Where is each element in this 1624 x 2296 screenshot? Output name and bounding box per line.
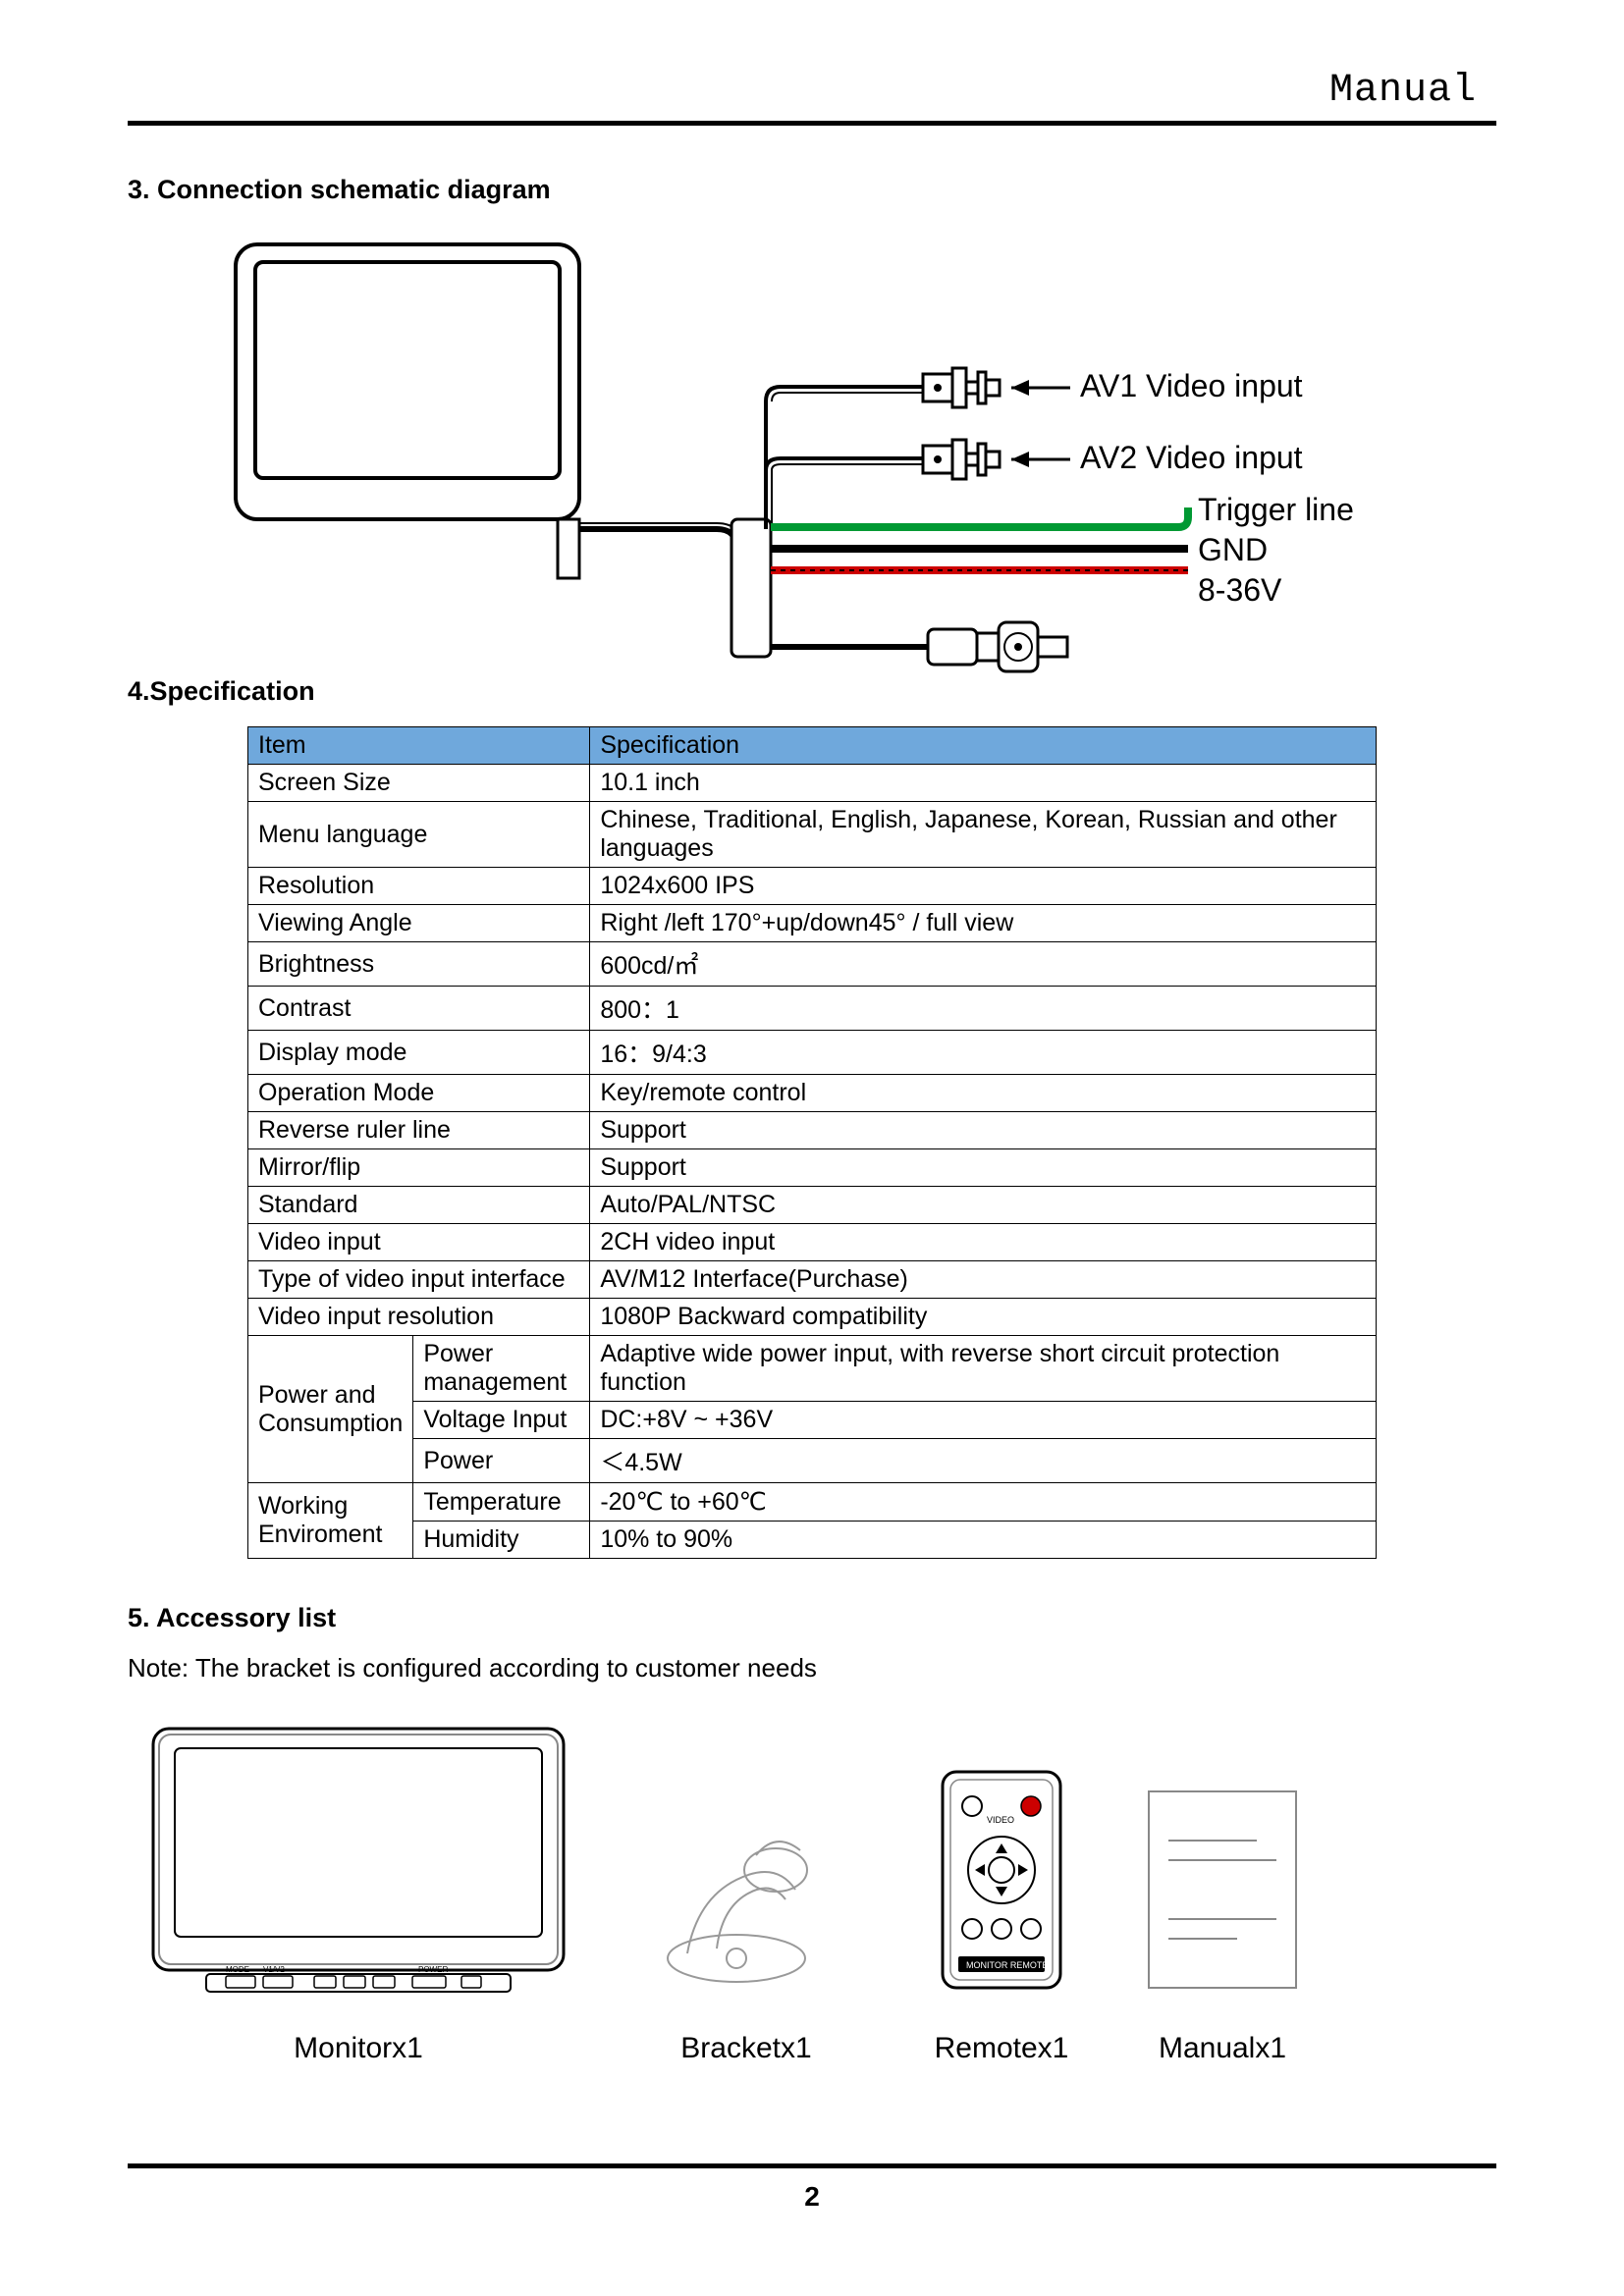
svg-text:V1/V2: V1/V2: [263, 1965, 285, 1974]
remote-icon: VIDEO MONITOR REMOTE: [923, 1762, 1080, 1998]
table-row: Humidity10% to 90%: [248, 1522, 1377, 1559]
monitor-icon: MODE V1/V2 POWER: [147, 1723, 569, 1998]
accessory-remote-label: Remotex1: [923, 2032, 1080, 2065]
th-spec: Specification: [590, 727, 1377, 765]
table-row: Operation ModeKey/remote control: [248, 1075, 1377, 1112]
table-row: Working Enviroment Temperature -20℃ to +…: [248, 1483, 1377, 1522]
accessory-monitor: MODE V1/V2 POWER Monitorx1: [147, 1723, 569, 2065]
manual-icon: [1139, 1782, 1306, 1998]
header-rule: [128, 121, 1496, 126]
svg-text:MONITOR REMOTE: MONITOR REMOTE: [966, 1960, 1048, 1970]
av2-connector-icon: [923, 440, 1000, 479]
accessory-bracket-label: Bracketx1: [628, 2032, 864, 2065]
section3-heading: 3. Connection schematic diagram: [128, 175, 1496, 205]
table-row: Menu languageChinese, Traditional, Engli…: [248, 802, 1377, 868]
table-row: Video input resolution1080P Backward com…: [248, 1299, 1377, 1336]
schematic-gnd-label: GND: [1198, 532, 1268, 568]
schematic-power-label: 8-36V: [1198, 572, 1281, 609]
schematic-av1-label: AV1 Video input: [1080, 368, 1303, 404]
table-row: Power＜4.5W: [248, 1439, 1377, 1483]
table-row: Contrast800：1: [248, 987, 1377, 1031]
power-connector-icon: [928, 622, 1067, 671]
accessory-manual-label: Manualx1: [1139, 2032, 1306, 2065]
footer-rule: [128, 2163, 1496, 2168]
header-title: Manual: [128, 69, 1496, 121]
table-header-row: Item Specification: [248, 727, 1377, 765]
spec-table: Item Specification Screen Size10.1 inch …: [247, 726, 1377, 1559]
page-number: 2: [0, 2181, 1624, 2213]
th-item: Item: [248, 727, 590, 765]
svg-text:VIDEO: VIDEO: [987, 1815, 1014, 1825]
table-row: Mirror/flipSupport: [248, 1149, 1377, 1187]
schematic-av2-label: AV2 Video input: [1080, 440, 1303, 476]
table-row: Power and Consumption Power management A…: [248, 1336, 1377, 1402]
accessory-row: MODE V1/V2 POWER Monitorx1 Bracketx1: [147, 1723, 1496, 2065]
accessory-remote: VIDEO MONITOR REMOTE Remotex1: [923, 1762, 1080, 2065]
schematic-diagram: AV1 Video input AV2 Video input Trigger …: [187, 235, 1512, 676]
bracket-icon: [628, 1801, 864, 1998]
table-row: Video input2CH video input: [248, 1224, 1377, 1261]
table-row: Reverse ruler lineSupport: [248, 1112, 1377, 1149]
accessory-manual: Manualx1: [1139, 1782, 1306, 2065]
table-row: Display mode16：9/4:3: [248, 1031, 1377, 1075]
table-row: Viewing AngleRight /left 170°+up/down45°…: [248, 905, 1377, 942]
svg-text:POWER: POWER: [418, 1965, 448, 1974]
accessory-monitor-label: Monitorx1: [147, 2032, 569, 2065]
table-row: Voltage InputDC:+8V ~ +36V: [248, 1402, 1377, 1439]
accessory-bracket: Bracketx1: [628, 1801, 864, 2065]
av1-connector-icon: [923, 368, 1000, 407]
table-row: Brightness600cd/㎡: [248, 942, 1377, 987]
accessory-note: Note: The bracket is configured accordin…: [128, 1653, 1496, 1683]
svg-text:MODE: MODE: [226, 1965, 249, 1974]
table-row: StandardAuto/PAL/NTSC: [248, 1187, 1377, 1224]
section5-heading: 5. Accessory list: [128, 1603, 1496, 1633]
section4-heading: 4.Specification: [128, 676, 1496, 707]
table-row: Resolution1024x600 IPS: [248, 868, 1377, 905]
schematic-trigger-label: Trigger line: [1198, 492, 1354, 528]
table-row: Type of video input interfaceAV/M12 Inte…: [248, 1261, 1377, 1299]
table-row: Screen Size10.1 inch: [248, 765, 1377, 802]
